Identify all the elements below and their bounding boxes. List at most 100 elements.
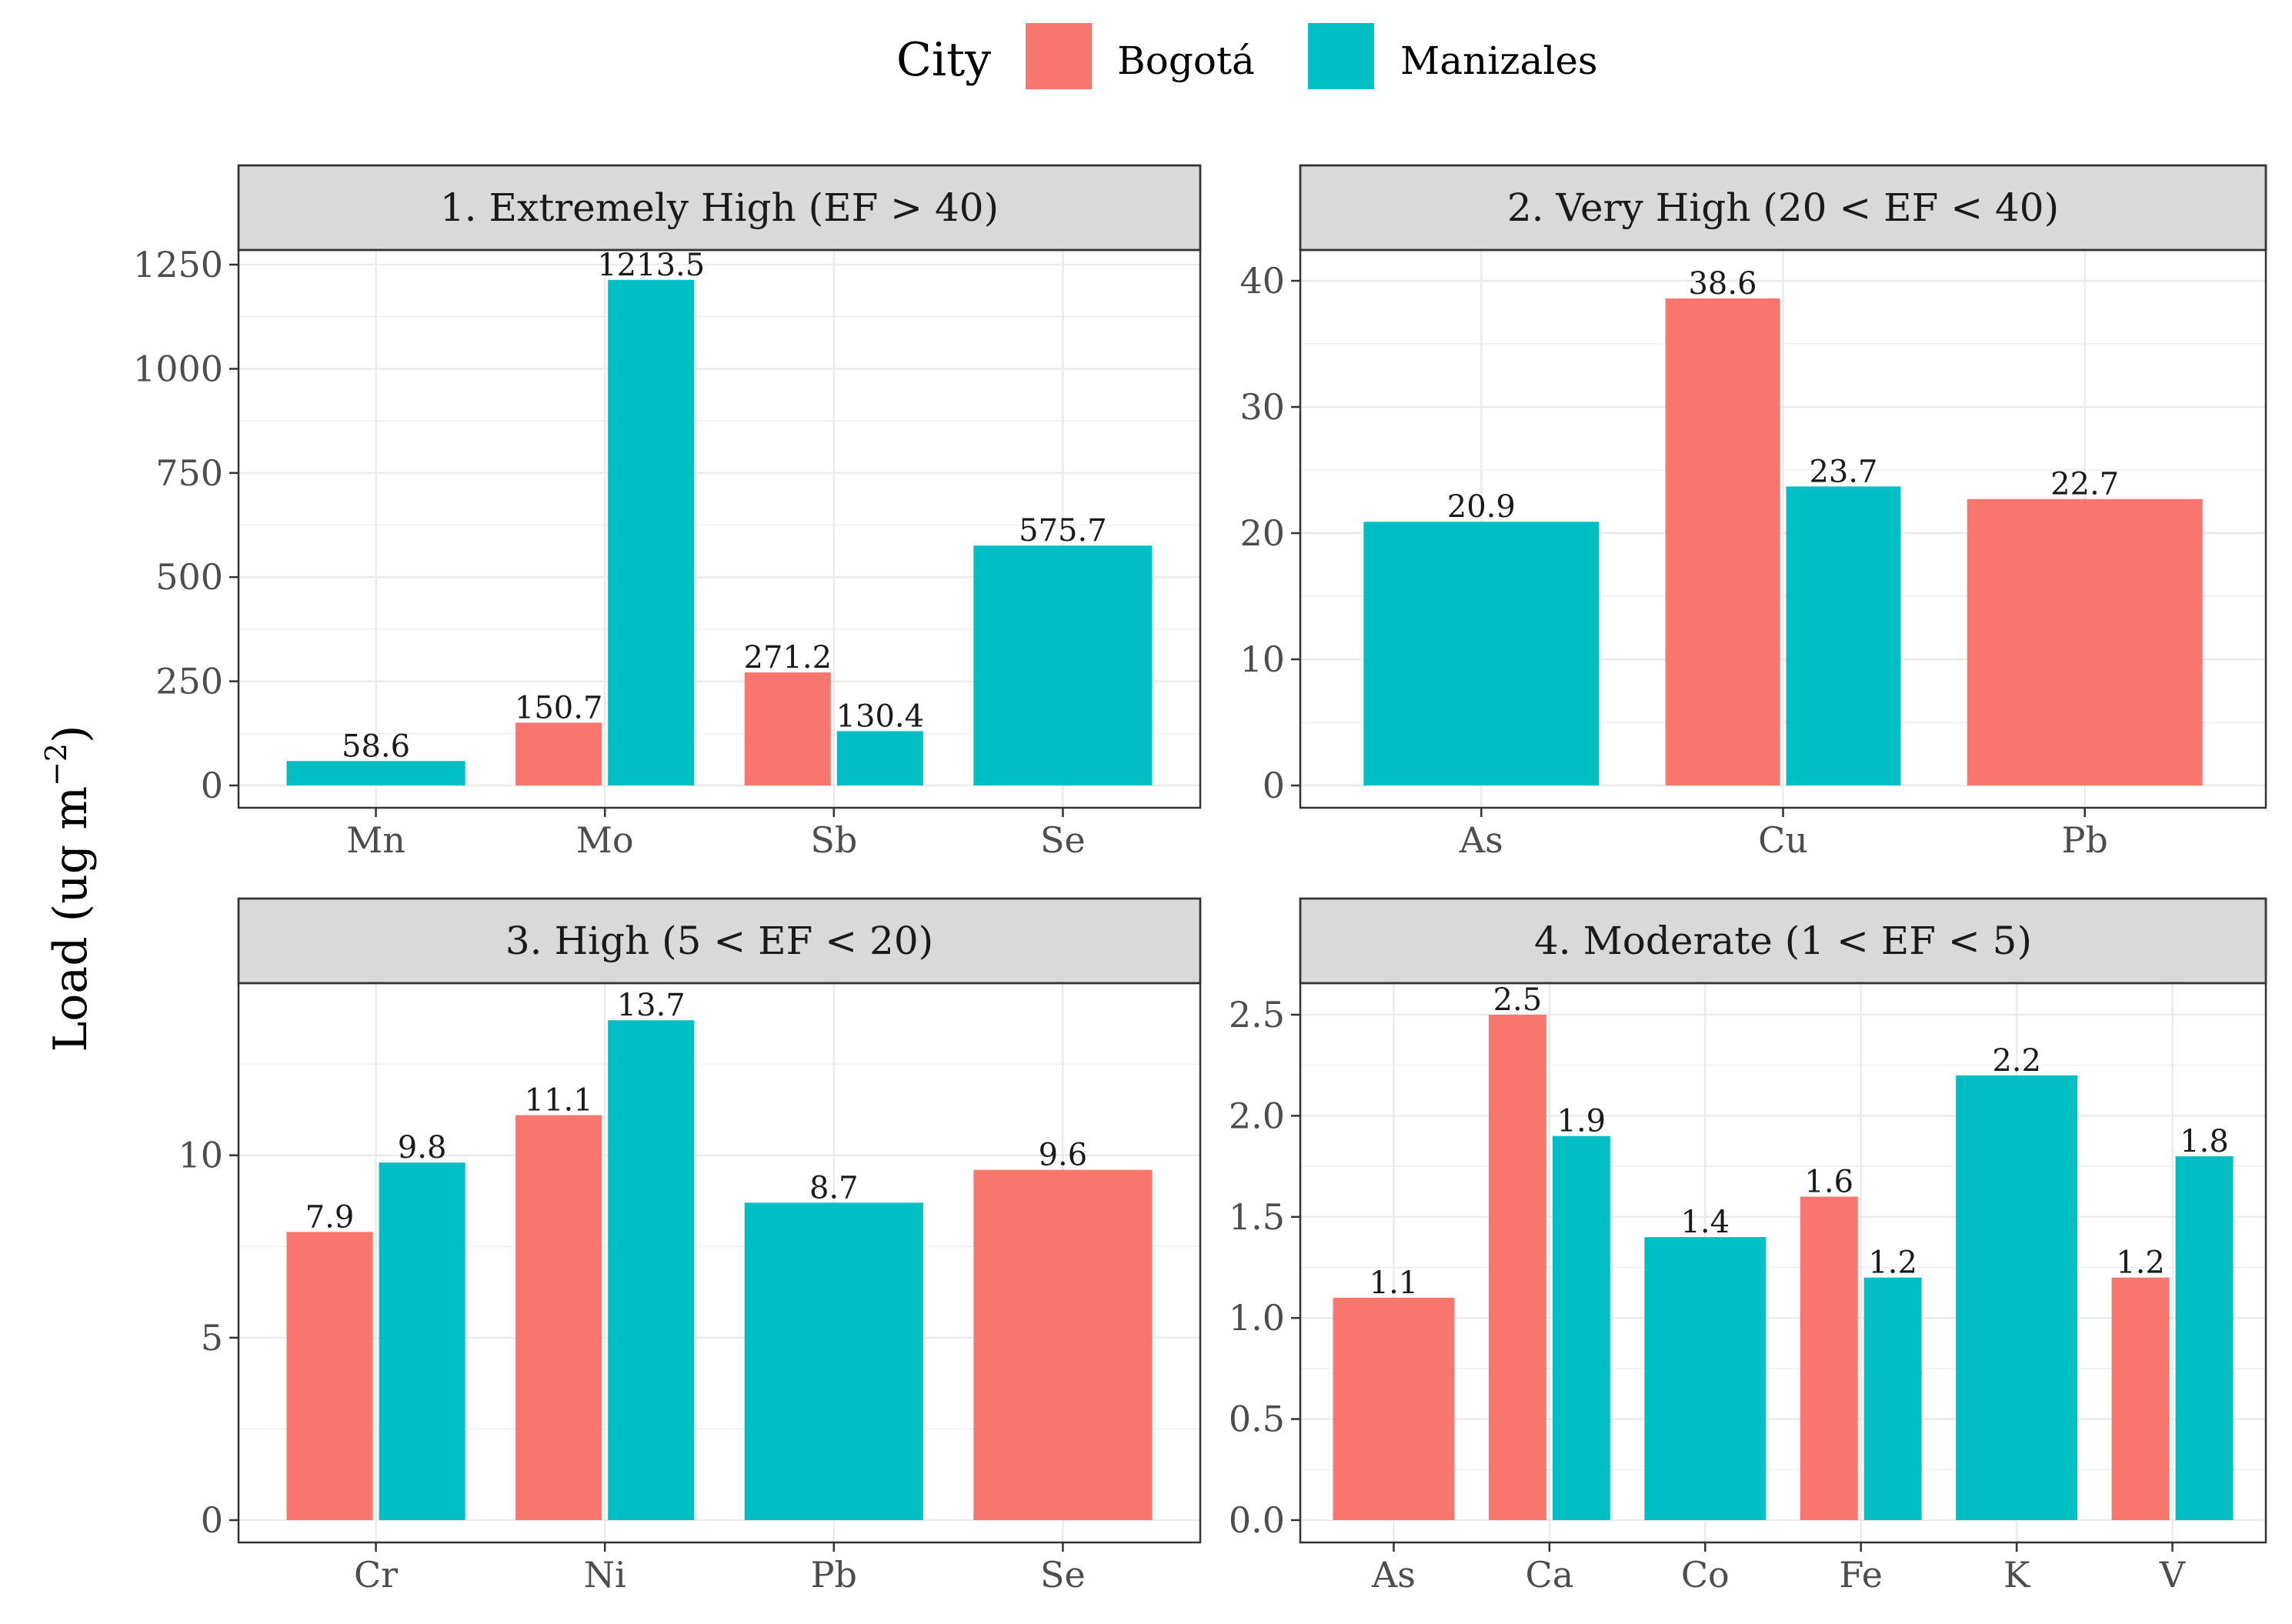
data-label: 1.9 bbox=[1557, 1104, 1606, 1139]
panel-strip-border bbox=[1299, 897, 2267, 985]
data-label: 2.5 bbox=[1493, 982, 1543, 1018]
legend-label-bogota: Bogotá bbox=[1117, 38, 1255, 83]
panel-strip-border bbox=[1299, 164, 2267, 252]
x-tick-label: Pb bbox=[811, 1554, 857, 1596]
y-tick-label: 500 bbox=[155, 556, 223, 598]
data-label: 38.6 bbox=[1688, 266, 1757, 302]
x-tick-label: Sb bbox=[810, 819, 857, 861]
x-tick-label: Mn bbox=[346, 819, 405, 861]
y-tick-label: 0 bbox=[201, 1499, 223, 1541]
data-label: 13.7 bbox=[617, 988, 686, 1023]
facet-panels: 1. Extremely High (EF > 40) 58.6 150.7 1213… bbox=[133, 164, 2267, 1596]
y-tick-label: 750 bbox=[155, 452, 223, 494]
y-tick-label: 1250 bbox=[133, 244, 223, 285]
y-axis-title-close: ) bbox=[44, 725, 98, 742]
panel-strip bbox=[237, 164, 1202, 252]
bar-bogot-v bbox=[2111, 1277, 2170, 1520]
y-tick-label: 2.0 bbox=[1229, 1095, 1285, 1136]
x-tick-label: Cu bbox=[1758, 819, 1808, 861]
x-tick-label: Mo bbox=[576, 819, 634, 861]
data-label: 1.4 bbox=[1680, 1205, 1730, 1240]
y-tick-label: 0 bbox=[1263, 765, 1285, 806]
x-tick-label: As bbox=[1459, 819, 1503, 861]
data-label: 271.2 bbox=[744, 640, 832, 675]
y-tick-label: 5 bbox=[201, 1317, 223, 1359]
x-tick-label: Se bbox=[1040, 1554, 1086, 1596]
bar-manizales-ca bbox=[1552, 1135, 1610, 1520]
bar-manizales-cu bbox=[1786, 486, 1901, 785]
data-label: 58.6 bbox=[342, 729, 410, 764]
y-tick-label: 10 bbox=[1239, 639, 1285, 680]
y-tick-label: 2.5 bbox=[1229, 994, 1285, 1035]
data-label: 23.7 bbox=[1809, 454, 1877, 489]
data-label: 1.1 bbox=[1370, 1266, 1419, 1301]
x-tick-label: Fe bbox=[1839, 1554, 1883, 1596]
bar-manizales-k bbox=[1956, 1075, 2078, 1520]
bar-manizales-se bbox=[973, 545, 1153, 785]
panel-title: 2. Very High (20 < EF < 40) bbox=[1507, 185, 2059, 230]
data-label: 2.2 bbox=[1992, 1043, 2041, 1079]
y-tick-label: 1.5 bbox=[1229, 1196, 1285, 1238]
x-tick-label: As bbox=[1371, 1554, 1416, 1596]
data-label: 575.7 bbox=[1019, 513, 1107, 549]
y-tick-label: 0.5 bbox=[1229, 1399, 1285, 1440]
bar-bogot-se bbox=[973, 1169, 1153, 1520]
bar-manizales-fe bbox=[1863, 1277, 1922, 1520]
data-label: 1.2 bbox=[1868, 1246, 1917, 1281]
data-label: 20.9 bbox=[1447, 489, 1516, 525]
bar-manizales-v bbox=[2175, 1155, 2234, 1520]
panel-strip-border bbox=[237, 897, 1202, 985]
x-tick-label: Ni bbox=[584, 1554, 626, 1596]
y-tick-label: 250 bbox=[155, 661, 223, 702]
y-tick-label: 1.0 bbox=[1229, 1297, 1285, 1339]
x-tick-label: Cr bbox=[354, 1554, 398, 1596]
bar-manizales-ni bbox=[608, 1020, 695, 1520]
bar-bogot-mo bbox=[515, 722, 602, 785]
y-tick-label: 0.0 bbox=[1229, 1499, 1285, 1541]
data-label: 9.6 bbox=[1039, 1138, 1088, 1173]
bar-manizales-co bbox=[1644, 1237, 1767, 1520]
bar-manizales-mn bbox=[286, 761, 465, 785]
data-label: 9.8 bbox=[398, 1130, 447, 1165]
data-label: 1.2 bbox=[2116, 1246, 2165, 1281]
data-label: 22.7 bbox=[2050, 467, 2119, 502]
bar-manizales-as bbox=[1363, 522, 1600, 785]
data-label: 1213.5 bbox=[597, 248, 705, 283]
bar-bogot-cr bbox=[286, 1232, 373, 1520]
bar-bogot-sb bbox=[744, 672, 831, 785]
legend-title: City bbox=[896, 33, 991, 87]
y-tick-label: 0 bbox=[201, 765, 223, 806]
bar-bogot-ni bbox=[515, 1115, 602, 1520]
data-label: 8.7 bbox=[809, 1170, 859, 1205]
y-tick-label: 30 bbox=[1239, 386, 1285, 428]
x-tick-label: V bbox=[2159, 1554, 2186, 1596]
bar-manizales-pb bbox=[744, 1202, 923, 1520]
legend: City Bogotá Manizales bbox=[896, 23, 1598, 89]
legend-swatch-bogota bbox=[1026, 23, 1092, 89]
y-axis-title-superscript: −2 bbox=[39, 743, 73, 786]
panel-4: 4. Moderate (1 < EF < 5) 1.1 2.5 1.9 1.4 1.6 1… bbox=[1229, 897, 2267, 1596]
bar-bogot-cu bbox=[1665, 298, 1780, 786]
panel-strip bbox=[1299, 897, 2267, 985]
x-tick-label: Co bbox=[1681, 1554, 1730, 1596]
panel-1: 1. Extremely High (EF > 40) 58.6 150.7 1213… bbox=[133, 164, 1202, 861]
data-label: 130.4 bbox=[836, 699, 925, 734]
bar-bogot-pb bbox=[1967, 499, 2203, 785]
y-axis-title: Load (ug m−2) bbox=[39, 725, 98, 1052]
y-axis-title-main: Load (ug m bbox=[44, 786, 98, 1052]
legend-label-manizales: Manizales bbox=[1400, 38, 1598, 83]
x-tick-label: Se bbox=[1040, 819, 1086, 861]
data-label: 1.6 bbox=[1804, 1165, 1853, 1200]
y-tick-label: 20 bbox=[1239, 512, 1285, 554]
panel-title: 1. Extremely High (EF > 40) bbox=[440, 185, 999, 230]
bar-bogot-ca bbox=[1488, 1015, 1546, 1520]
data-label: 1.8 bbox=[2180, 1124, 2229, 1159]
panel-strip-border bbox=[237, 164, 1202, 252]
bar-bogot-as bbox=[1333, 1297, 1455, 1520]
x-tick-label: Ca bbox=[1526, 1554, 1574, 1596]
y-tick-label: 40 bbox=[1239, 260, 1285, 302]
y-tick-label: 10 bbox=[178, 1135, 223, 1176]
bar-manizales-sb bbox=[836, 731, 923, 785]
panel-background bbox=[1300, 983, 2266, 1542]
